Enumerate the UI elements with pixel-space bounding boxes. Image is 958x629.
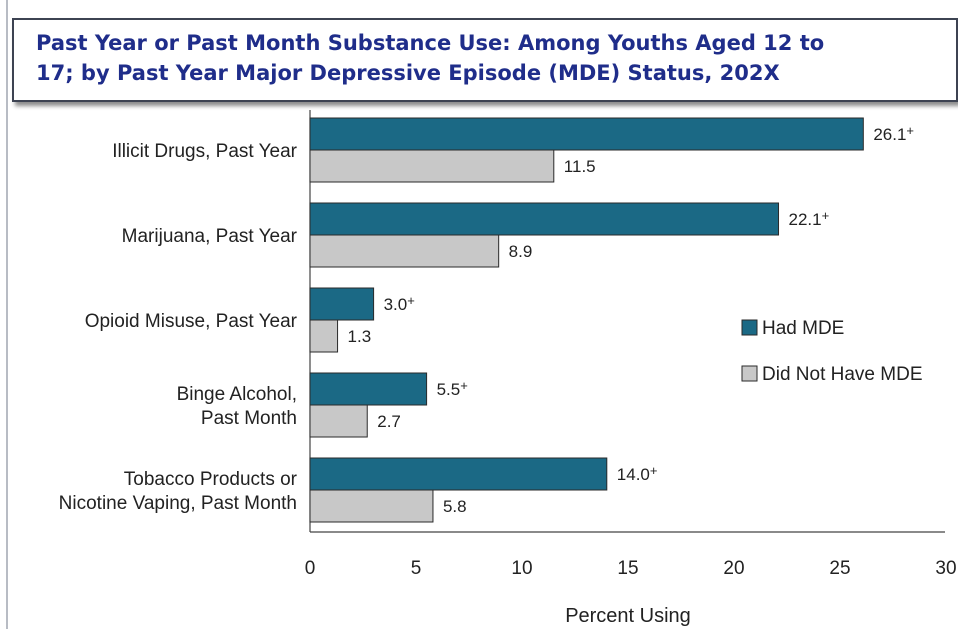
category-label: Binge Alcohol, xyxy=(177,384,297,405)
bar-no-mde xyxy=(309,489,434,523)
x-tick-label: 25 xyxy=(829,558,850,579)
data-label: 22.1+ xyxy=(789,208,830,229)
bar-had-mde xyxy=(309,117,864,151)
x-tick-label: 0 xyxy=(305,558,316,579)
legend-label: Did Not Have MDE xyxy=(762,364,923,385)
bar-had-mde xyxy=(309,202,780,236)
bar-no-mde xyxy=(309,149,555,183)
legend-swatch xyxy=(741,365,758,382)
category-label: Nicotine Vaping, Past Month xyxy=(59,493,297,514)
category-label: Marijuana, Past Year xyxy=(122,226,298,247)
data-label: 3.0+ xyxy=(384,293,415,314)
data-label: 26.1+ xyxy=(873,123,914,144)
x-axis-title: Percent Using xyxy=(565,605,691,627)
bar-no-mde xyxy=(309,319,339,353)
data-label: 2.7 xyxy=(377,412,401,431)
bar-had-mde xyxy=(309,457,608,491)
bar-no-mde xyxy=(309,234,500,268)
data-label: 5.8 xyxy=(443,497,467,516)
data-label: 11.5 xyxy=(564,157,596,176)
data-label: 1.3 xyxy=(348,327,372,346)
x-tick-label: 10 xyxy=(511,558,532,579)
data-label: 14.0+ xyxy=(617,463,658,484)
bar-had-mde xyxy=(309,372,428,406)
legend-swatch xyxy=(741,319,758,336)
category-label: Illicit Drugs, Past Year xyxy=(112,141,297,162)
bar-no-mde xyxy=(309,404,368,438)
category-label: Past Month xyxy=(201,408,297,429)
bar-had-mde xyxy=(309,287,375,321)
category-label: Opioid Misuse, Past Year xyxy=(85,311,298,332)
category-label: Tobacco Products or xyxy=(124,469,298,490)
chart-frame xyxy=(6,0,958,629)
x-tick-label: 5 xyxy=(411,558,422,579)
title-box: Past Year or Past Month Substance Use: A… xyxy=(12,18,958,102)
x-tick-label: 20 xyxy=(723,558,744,579)
chart-title: Past Year or Past Month Substance Use: A… xyxy=(36,31,825,85)
data-label: 8.9 xyxy=(509,242,533,261)
data-label: 5.5+ xyxy=(437,378,468,399)
x-tick-label: 30 xyxy=(935,558,956,579)
x-tick-label: 15 xyxy=(617,558,638,579)
legend-label: Had MDE xyxy=(762,318,844,339)
